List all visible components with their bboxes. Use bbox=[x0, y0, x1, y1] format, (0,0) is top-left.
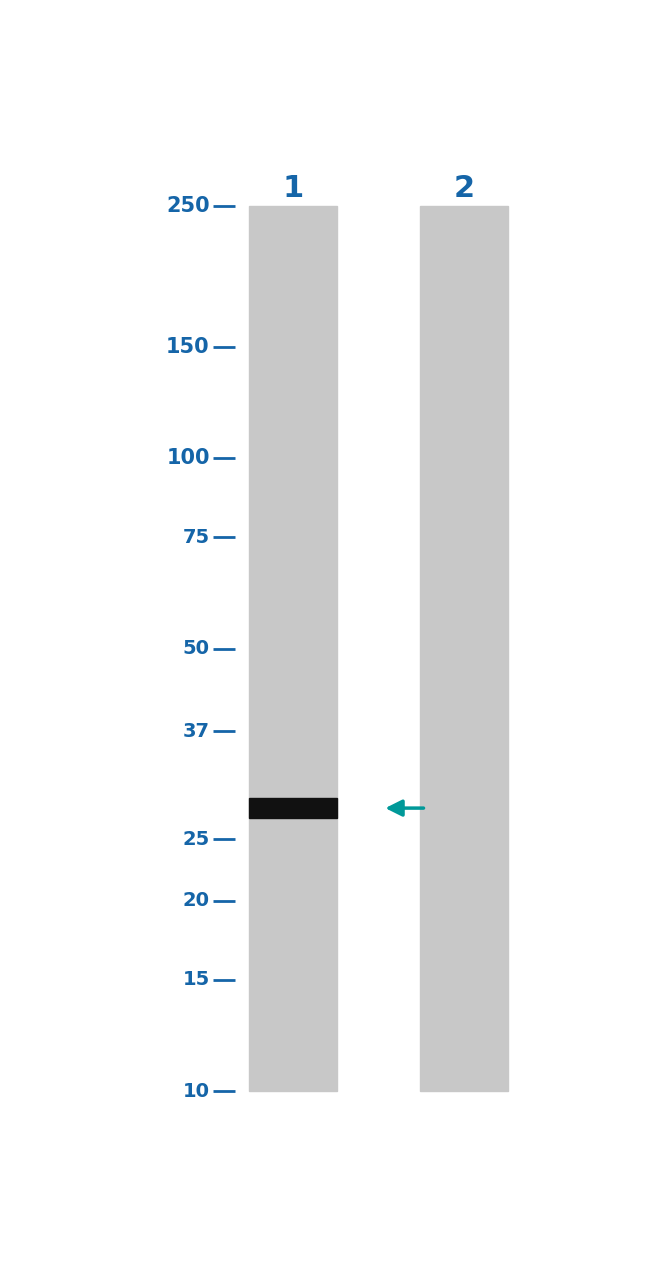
Text: 75: 75 bbox=[183, 528, 210, 546]
Bar bbox=[249, 799, 337, 818]
Text: 1: 1 bbox=[282, 174, 304, 203]
Text: 2: 2 bbox=[454, 174, 474, 203]
Bar bbox=[249, 206, 337, 1091]
Text: 150: 150 bbox=[166, 337, 210, 357]
Text: 15: 15 bbox=[183, 970, 210, 989]
Text: 250: 250 bbox=[166, 196, 210, 216]
Text: 100: 100 bbox=[166, 448, 210, 469]
Text: 20: 20 bbox=[183, 892, 210, 911]
Text: 50: 50 bbox=[183, 639, 210, 658]
Bar bbox=[420, 206, 508, 1091]
Text: 10: 10 bbox=[183, 1082, 210, 1101]
Text: 37: 37 bbox=[183, 721, 210, 740]
Text: 25: 25 bbox=[183, 829, 210, 848]
